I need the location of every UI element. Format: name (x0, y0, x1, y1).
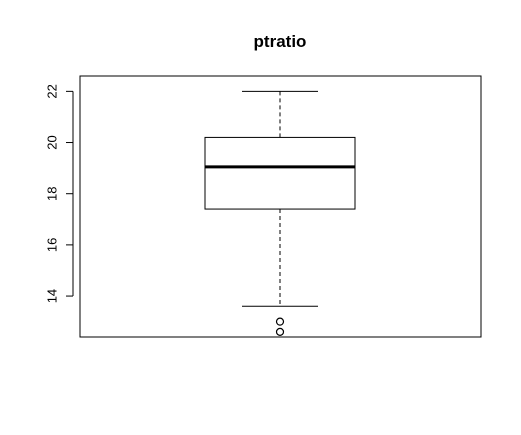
y-axis: 14 16 18 20 22 (45, 84, 74, 303)
y-tick-label: 14 (45, 289, 60, 303)
outlier-point (277, 318, 284, 325)
y-tick-label: 20 (45, 135, 60, 149)
outlier-point (277, 328, 284, 335)
y-tick-label: 18 (45, 186, 60, 200)
chart-title: ptratio (254, 32, 307, 51)
y-tick-label: 16 (45, 238, 60, 252)
interquartile-box (205, 137, 355, 209)
box-plot (205, 91, 355, 335)
y-tick-label: 22 (45, 84, 60, 98)
